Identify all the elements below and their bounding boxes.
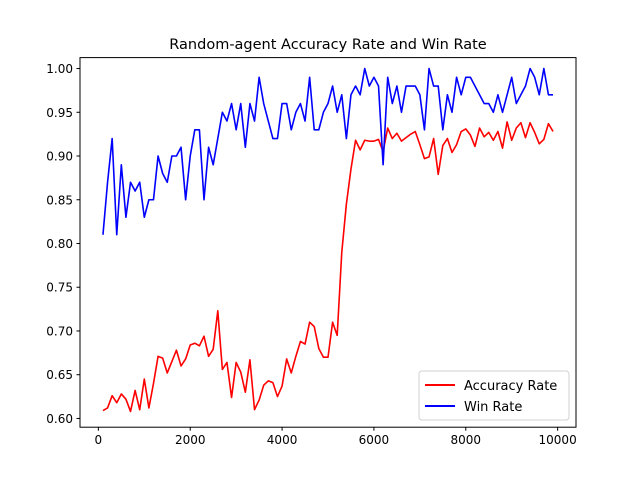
legend-label-accuracy-rate: Accuracy Rate — [464, 379, 557, 394]
y-tick-label: 0.60 — [46, 412, 73, 426]
legend: Accuracy Rate Win Rate — [418, 370, 570, 421]
x-tick-label: 0 — [95, 433, 103, 447]
x-axis: 0 2000 4000 6000 8000 10000 — [95, 427, 577, 447]
y-tick-label: 1.00 — [46, 62, 73, 76]
x-tick-label: 10000 — [539, 433, 577, 447]
accuracy-rate-line — [102, 121, 554, 413]
y-tick-label: 0.95 — [46, 106, 73, 120]
y-tick-label: 0.80 — [46, 237, 73, 251]
y-tick-label: 0.65 — [46, 368, 73, 382]
win-rate-line — [102, 67, 554, 236]
legend-label-win-rate: Win Rate — [464, 400, 522, 415]
axes-frame — [79, 57, 577, 428]
chart-title: Random-agent Accuracy Rate and Win Rate — [169, 37, 486, 53]
x-tick-label: 2000 — [175, 433, 206, 447]
y-tick-label: 0.85 — [46, 193, 73, 207]
x-tick-label: 4000 — [267, 433, 298, 447]
x-tick-label: 8000 — [451, 433, 482, 447]
legend-box — [418, 370, 570, 421]
x-tick-label: 6000 — [359, 433, 390, 447]
y-axis: 0.60 0.65 0.70 0.75 0.80 0.85 0.90 0.95 1.00 — [46, 62, 80, 426]
plot-area — [102, 67, 554, 413]
y-tick-label: 0.70 — [46, 324, 73, 338]
y-tick-label: 0.90 — [46, 150, 73, 164]
y-tick-label: 0.75 — [46, 281, 73, 295]
